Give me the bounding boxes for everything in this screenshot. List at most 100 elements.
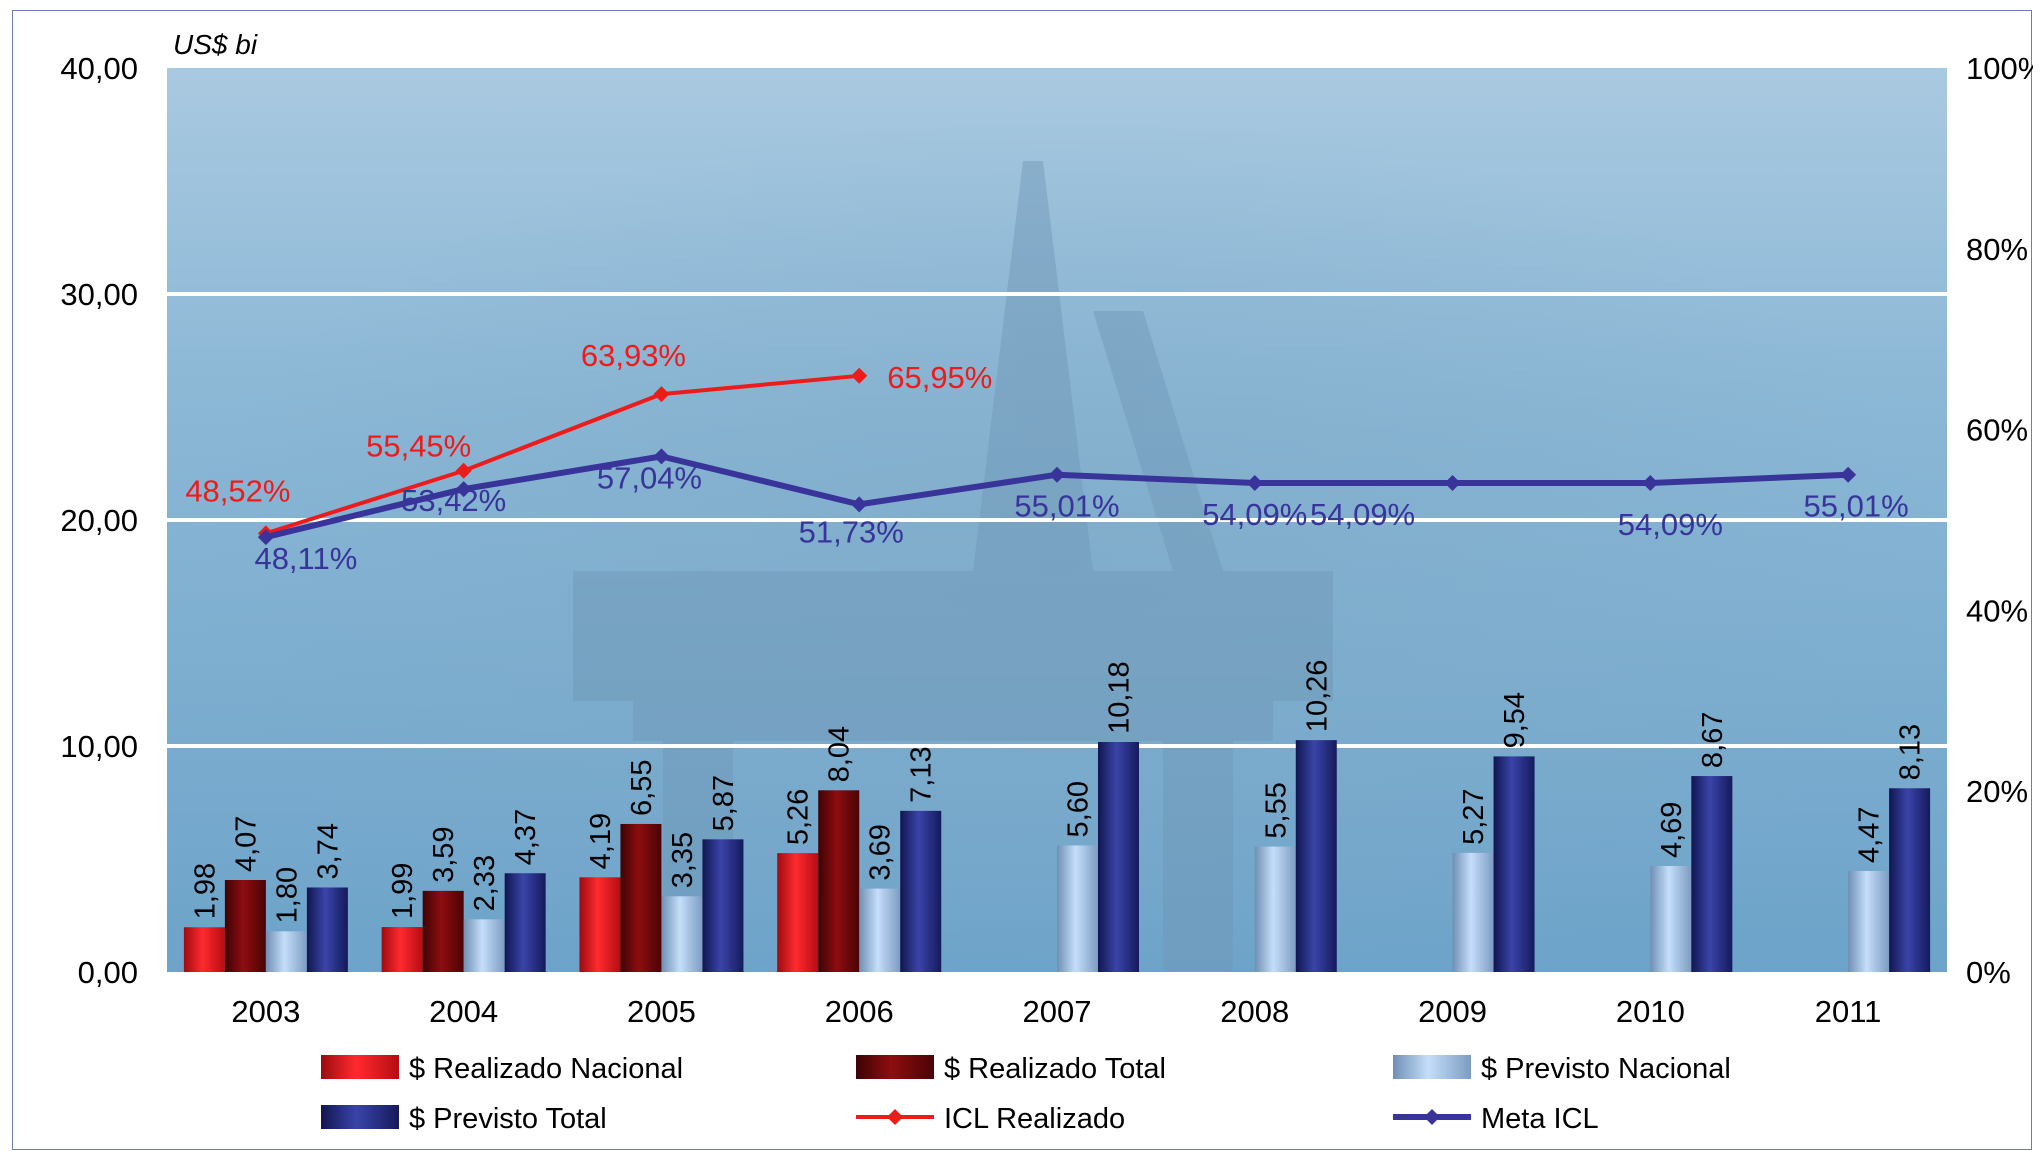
x-tick-label: 2004 [429,994,498,1029]
y-tick-left: 20,00 [60,503,138,538]
bar [265,931,307,972]
bar [1691,776,1733,972]
line-point [653,386,670,403]
x-tick-label: 2010 [1616,994,1685,1029]
bar-value-label: 8,67 [1697,712,1729,768]
x-tick-label: 2007 [1023,994,1092,1029]
x-tick-label: 2011 [1815,994,1882,1029]
bar [504,873,546,972]
line-point [653,448,670,465]
line-point [1642,475,1659,492]
bar-value-label: 8,13 [1895,724,1927,780]
y-axis-left: 0,00 10,00 20,00 30,00 40,00 [60,51,138,990]
line-value-label: 54,09% [1618,507,1723,542]
line-point [851,496,868,513]
bar [1493,756,1535,972]
bar-value-label: 1,80 [271,867,303,923]
bar-value-label: 3,59 [428,826,460,882]
y-tick-right: 0% [1966,955,2011,990]
y-tick-right: 60% [1966,413,2028,448]
legend-item: $ Previsto Nacional [1393,1053,1731,1085]
legend-label: $ Realizado Total [944,1053,1166,1085]
line-point [455,481,472,498]
line-value-label: 63,93% [581,338,686,373]
legend-swatch [321,1105,399,1129]
bar [900,810,942,972]
line-point [1049,466,1065,483]
bar-value-label: 4,07 [230,816,262,872]
legend-marker [1424,1109,1440,1125]
bar-value-label: 5,60 [1063,781,1095,837]
legend-label: $ Previsto Nacional [1481,1053,1731,1085]
legend-item: Meta ICL [1393,1103,1599,1135]
legend-label: ICL Realizado [944,1103,1125,1135]
line-value-label: 55,01% [1014,489,1119,524]
legend-item: $ Realizado Total [856,1053,1166,1085]
bar [702,839,744,972]
line-point [455,462,472,479]
bar [381,927,423,972]
legend-item: $ Previsto Total [321,1103,607,1135]
bar [1098,741,1139,972]
chart-frame: 0,00 10,00 20,00 30,00 40,00 0% 20% 40% 60% 80% 1… [12,10,2033,1150]
legend: $ Realizado Nacional $ Realizado Total $ P… [321,1053,1731,1135]
bar [1889,788,1931,972]
bar-value-label: 5,87 [708,775,740,831]
bar [859,888,901,972]
bar [1057,845,1098,972]
x-axis: 2003 2004 2005 2006 2007 2008 2009 2010 2011 [231,994,1881,1029]
y-tick-right: 80% [1966,232,2028,267]
bar [224,880,266,972]
bar-value-label: 3,69 [865,824,897,880]
line-point [1840,466,1857,483]
bar [818,790,860,972]
x-tick-label: 2009 [1418,994,1487,1029]
legend-swatch [1393,1055,1471,1079]
bar-value-label: 9,54 [1499,692,1531,748]
legend-item: $ Realizado Nacional [321,1053,683,1085]
line-value-label: 55,45% [366,429,471,464]
bar-value-label: 10,18 [1104,661,1136,734]
y-tick-left: 40,00 [60,51,138,86]
legend-item: ICL Realizado [856,1103,1125,1135]
legend-label: $ Previsto Total [409,1103,607,1135]
bar-labels: 1,98 1,99 4,19 5,26 4,07 3,59 6,55 8,04 1,80 2,33… [189,660,1926,924]
bars [183,740,1931,972]
bar [306,887,348,972]
x-tick-label: 2005 [627,994,696,1029]
bar-value-label: 1,99 [387,863,419,919]
bar [1452,852,1494,972]
bar [422,890,464,972]
x-tick-label: 2006 [825,994,894,1029]
bar-value-label: 5,27 [1458,788,1490,844]
line-value-label: 54,09% [1202,497,1307,532]
legend-swatch [856,1055,934,1079]
gridlines [167,292,1947,748]
lines [257,367,1857,546]
y-unit-label: US$ bi [173,29,258,60]
y-tick-right: 40% [1966,593,2028,628]
y-tick-right: 100% [1966,51,2033,86]
line-value-label: 55,01% [1804,489,1909,524]
line-labels: 48,52% 55,45% 63,93% 65,95% 48,11% 53,42% 57,0… [185,338,1908,576]
bar-value-label: 8,04 [824,726,856,782]
x-tick-label: 2003 [231,994,300,1029]
line-value-label: 53,42% [401,483,506,518]
bar-value-label: 7,13 [906,746,938,802]
bar [183,927,225,972]
bar [1295,740,1337,972]
bar-value-label: 1,98 [189,863,221,919]
bar-value-label: 4,69 [1656,802,1688,858]
line-point [851,367,868,384]
bar-value-label: 10,26 [1301,660,1333,733]
line-value-label: 48,52% [185,473,290,508]
bar [1650,866,1692,972]
line-point [1246,475,1263,492]
bar [579,877,621,972]
legend-label: Meta ICL [1481,1103,1599,1135]
legend-swatch [321,1055,399,1079]
chart-svg: 0,00 10,00 20,00 30,00 40,00 0% 20% 40% 60% 80% 1… [60,29,2033,1135]
bar-value-label: 6,55 [626,760,658,816]
line-value-label: 54,09% [1310,497,1415,532]
line-point [257,529,274,546]
